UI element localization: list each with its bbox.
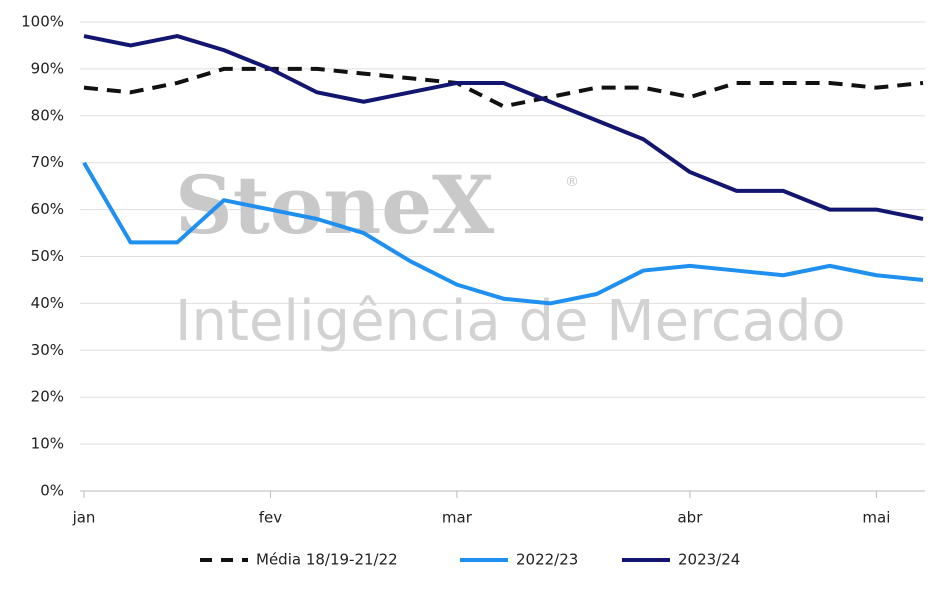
y-tick-label: 20% xyxy=(31,388,64,406)
legend-label: Média 18/19-21/22 xyxy=(256,551,398,569)
watermark-brand: StoneX xyxy=(175,158,494,252)
x-tick-label: jan xyxy=(72,509,96,527)
line-series xyxy=(83,34,924,221)
y-tick-label: 30% xyxy=(31,341,64,359)
legend-label: 2022/23 xyxy=(516,551,578,569)
y-tick-label: 10% xyxy=(31,435,64,453)
x-tick-label: fev xyxy=(259,509,283,527)
x-tick-label: mai xyxy=(862,509,890,527)
line-series xyxy=(83,66,924,109)
y-tick-label: 100% xyxy=(21,13,64,31)
y-tick-label: 40% xyxy=(31,294,64,312)
y-tick-label: 50% xyxy=(31,247,64,265)
x-tick-label: abr xyxy=(677,509,703,527)
y-tick-label: 80% xyxy=(31,106,64,124)
y-tick-label: 60% xyxy=(31,200,64,218)
line-series xyxy=(82,161,924,306)
y-tick-label: 70% xyxy=(31,153,64,171)
watermark-mark: ® xyxy=(565,174,579,190)
y-tick-label: 90% xyxy=(31,59,64,77)
x-tick-label: mar xyxy=(442,509,473,527)
legend-label: 2023/24 xyxy=(678,551,740,569)
y-tick-label: 0% xyxy=(40,482,64,500)
